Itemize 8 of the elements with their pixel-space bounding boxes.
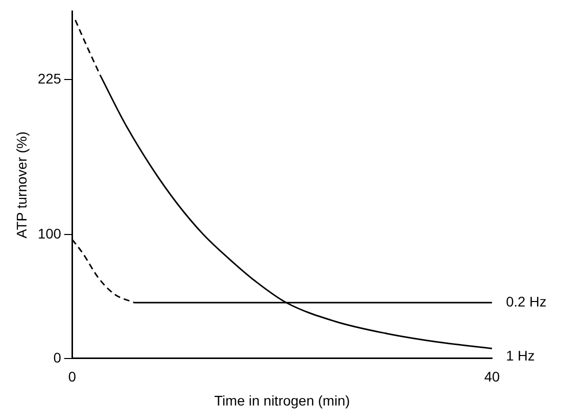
series-label: 0.2 Hz bbox=[506, 293, 546, 310]
y-tick-label: 100 bbox=[38, 225, 62, 242]
series-label: 1 Hz bbox=[506, 347, 535, 364]
x-axis-title: Time in nitrogen (min) bbox=[214, 392, 350, 408]
y-tick-label: 0 bbox=[53, 349, 62, 366]
y-tick-label: 225 bbox=[38, 70, 62, 86]
x-tick-label: 40 bbox=[484, 368, 500, 385]
y-axis-title: ATP turnover (%) bbox=[13, 131, 30, 238]
